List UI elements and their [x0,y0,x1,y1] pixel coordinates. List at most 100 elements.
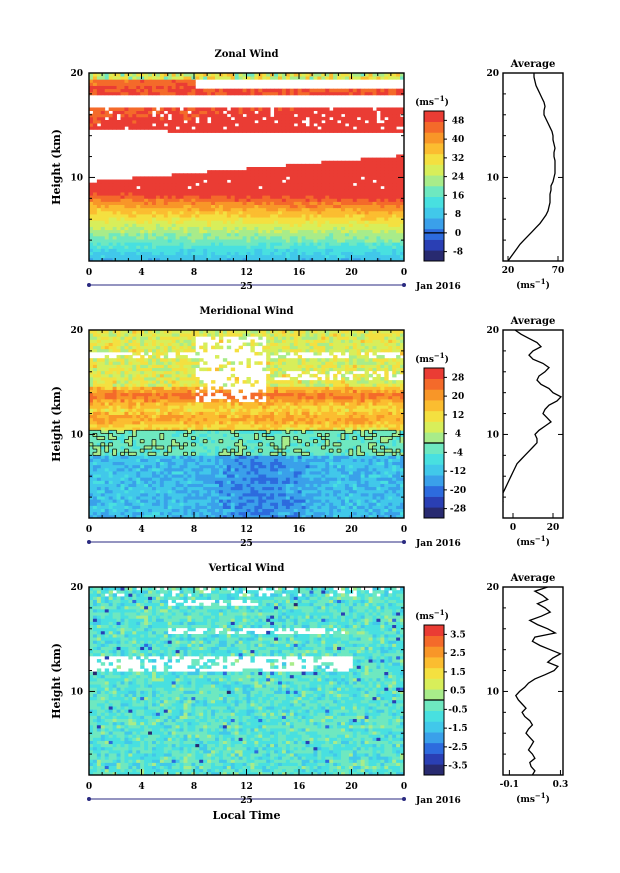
heatmap-cell [238,176,243,180]
heatmap-cell [293,173,299,177]
heatmap-cell [388,464,393,469]
heatmap-cell [258,499,263,503]
heatmap-cell [155,76,161,80]
heatmap-cell [242,474,247,478]
heatmap-cell [258,474,263,478]
heatmap-cell [183,217,188,221]
heatmap-cell [321,110,326,115]
heatmap-cell [285,514,291,519]
heatmap-cell [333,192,338,196]
heatmap-cell [187,107,192,111]
heatmap-cell [199,207,204,212]
heatmap-cell [309,107,314,111]
heatmap-cell [392,511,397,516]
heatmap-cell [270,505,275,509]
heatmap-cell [199,195,204,199]
heatmap-cell [293,76,299,80]
heatmap-cell [266,471,271,475]
heatmap-cell [195,223,200,227]
heatmap-cell [329,201,334,205]
heatmap-cell [128,455,133,459]
heatmap-cell [258,179,263,184]
heatmap-cell [132,217,137,221]
heatmap-cell [163,467,169,472]
heatmap-cell [278,192,283,196]
heatmap-cell [167,471,173,475]
heatmap-cell [175,455,180,459]
heatmap-cell [396,88,401,93]
heatmap-cell [274,107,279,111]
heatmap-cell [191,496,196,500]
heatmap-cell [112,107,117,111]
heatmap-cell [285,461,291,466]
heatmap-cell [337,254,342,259]
heatmap-cell [148,210,153,215]
heatmap-cell [226,88,232,93]
heatmap-cell [376,229,381,234]
heatmap-cell [285,116,291,121]
heatmap-cell [250,210,255,215]
heatmap-cell [360,461,366,466]
heatmap-cell [187,226,192,231]
heatmap-cell [380,461,385,466]
heatmap-cell [100,245,106,249]
heatmap-cell [380,464,385,469]
heatmap-cell [191,192,196,196]
heatmap-cell [250,88,255,93]
heatmap-cell [293,185,299,190]
heatmap-cell [238,204,243,209]
heatmap-cell [171,471,177,475]
heatmap-cell [191,502,196,506]
heatmap-cell [230,207,236,212]
heatmap-cell [226,173,232,177]
heatmap-cell [218,195,224,199]
heatmap-cell [195,198,200,202]
heatmap-cell [191,107,196,111]
heatmap-cell [155,471,161,475]
heatmap-cell [380,116,385,121]
heatmap-cell [384,464,389,469]
heatmap-cell [167,245,173,249]
heatmap-cell [270,195,275,199]
heatmap-cell [132,73,137,77]
heatmap-cell [230,232,236,237]
heatmap-cell [384,251,389,256]
heatmap-cell [392,217,397,221]
heatmap-cell [218,232,224,237]
heatmap-cell [313,129,318,133]
heatmap-cell [344,458,350,462]
heatmap-cell [293,499,299,503]
heatmap-cell [159,235,165,240]
heatmap-cell [116,85,121,90]
heatmap-cell [352,235,358,240]
heatmap-cell [396,188,401,193]
heatmap-cell [289,492,295,497]
heatmap-cell [183,192,188,196]
heatmap-cell [238,76,243,80]
heatmap-cell [364,123,369,127]
heatmap-cell [376,210,381,215]
heatmap-cell [364,480,369,484]
heatmap-cell [179,461,184,466]
heatmap-cell [352,461,358,466]
heatmap-cell [317,461,322,466]
heatmap-cell [372,248,377,252]
heatmap-cell [341,467,346,472]
heatmap-cell [242,254,247,259]
heatmap-cell [329,251,334,256]
heatmap-cell [392,499,397,503]
colorbar-tick-label: -8 [453,248,463,258]
heatmap-cell [167,207,173,212]
heatmap-cell [104,220,110,224]
heatmap-cell [226,508,232,513]
heatmap-cell [254,242,259,246]
heatmap-cell [301,496,306,500]
heatmap-cell [238,242,243,246]
heatmap-cell [132,499,137,503]
heatmap-cell [96,464,102,469]
heatmap-cell [317,248,322,252]
heatmap-cell [183,116,188,121]
heatmap-cell [132,82,137,86]
heatmap-cell [199,176,204,180]
heatmap-cell [148,502,153,506]
